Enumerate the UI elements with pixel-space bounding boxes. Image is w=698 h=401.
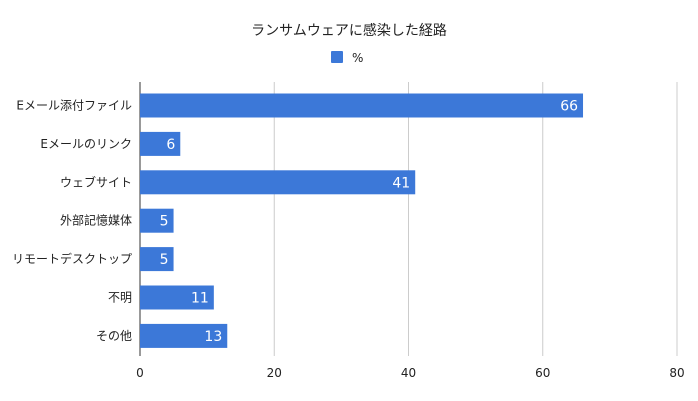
bar bbox=[140, 93, 584, 118]
x-axis-ticks: 0 20 40 60 80 bbox=[136, 366, 684, 380]
bar-value-label: 11 bbox=[191, 291, 209, 307]
bar bbox=[140, 247, 174, 272]
category-label: 不明 bbox=[108, 291, 132, 305]
category-label: 外部記憶媒体 bbox=[60, 213, 132, 228]
category-labels: Eメール添付ファイル Eメールのリンクウェブサイト外部記憶媒体リモートデスクトップ… bbox=[12, 99, 132, 343]
bar bbox=[140, 131, 181, 156]
bar bbox=[140, 170, 416, 195]
x-tick-label: 20 bbox=[267, 366, 282, 380]
category-label: ウェブサイト bbox=[60, 174, 132, 189]
bar bbox=[140, 208, 174, 233]
bar-value-label: 5 bbox=[160, 214, 169, 230]
legend-swatch bbox=[331, 51, 343, 63]
x-tick-label: 0 bbox=[136, 366, 144, 380]
bar-value-label: 66 bbox=[560, 99, 578, 115]
category-label: その他 bbox=[96, 329, 132, 343]
bar-value-label: 13 bbox=[204, 329, 222, 345]
chart-title: ランサムウェアに感染した経路 bbox=[251, 22, 447, 39]
x-tick-label: 80 bbox=[669, 366, 684, 380]
x-tick-label: 60 bbox=[535, 366, 550, 380]
category-label: Eメール添付ファイル bbox=[16, 99, 132, 113]
bar bbox=[140, 285, 214, 310]
x-tick-label: 40 bbox=[401, 366, 416, 380]
bar bbox=[140, 323, 228, 348]
category-label: リモートデスクトップ bbox=[12, 251, 132, 266]
bar-value-label: 6 bbox=[166, 137, 175, 153]
legend-label: % bbox=[352, 51, 363, 65]
bar-value-label: 5 bbox=[160, 252, 169, 268]
bar-value-label: 41 bbox=[392, 175, 410, 191]
legend: % bbox=[331, 51, 363, 65]
gridlines bbox=[139, 82, 678, 356]
category-label: Eメールのリンク bbox=[40, 137, 132, 151]
